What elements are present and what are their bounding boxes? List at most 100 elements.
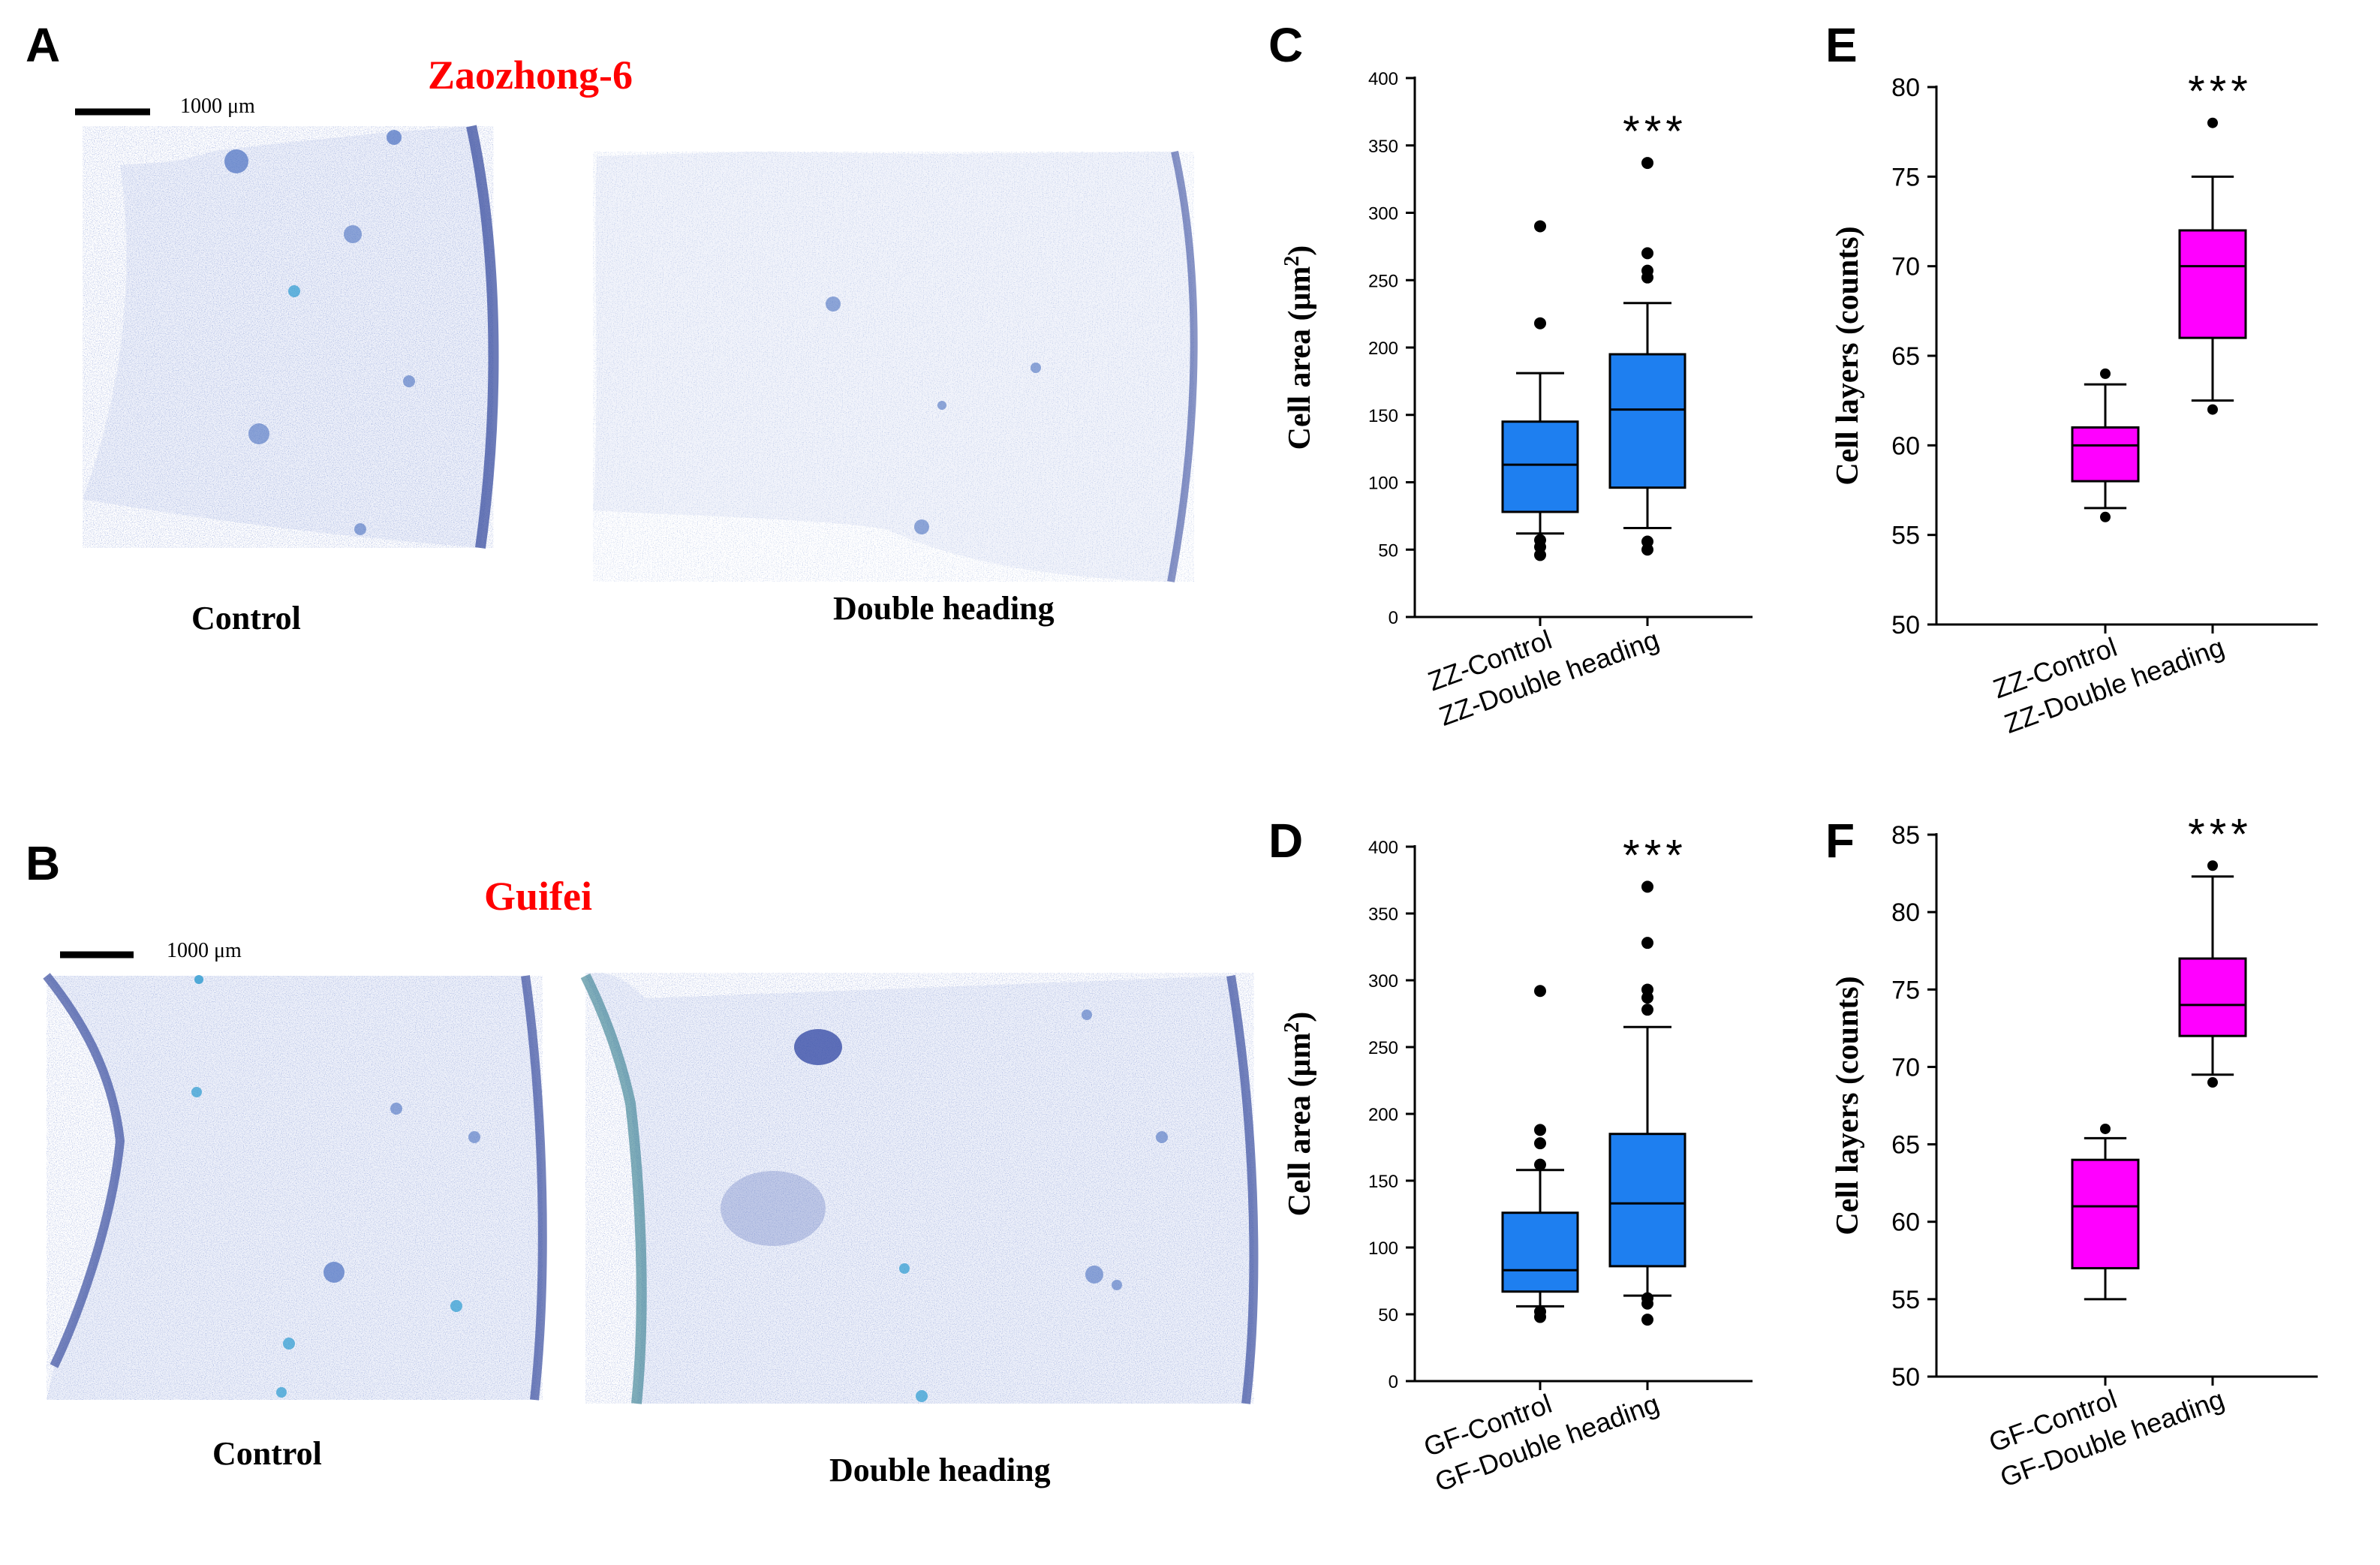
outlier-point bbox=[1641, 880, 1653, 893]
significance-marker: *** bbox=[2188, 68, 2252, 116]
iqr-box bbox=[2071, 426, 2140, 483]
y-tick-label: 50 bbox=[1378, 540, 1398, 561]
y-tick-label: 50 bbox=[1891, 611, 1920, 640]
outlier-point bbox=[1534, 985, 1546, 998]
outlier-point bbox=[2100, 368, 2111, 379]
outlier-point bbox=[1641, 1314, 1653, 1326]
y-tick-label: 50 bbox=[1378, 1305, 1398, 1326]
outlier-point bbox=[1534, 1124, 1546, 1136]
y-tick-label: 300 bbox=[1368, 971, 1398, 992]
outlier-point bbox=[1641, 264, 1653, 277]
y-tick-label: 70 bbox=[1891, 253, 1920, 281]
y-tick-label: 60 bbox=[1891, 1208, 1920, 1237]
y-tick-label: 250 bbox=[1368, 271, 1398, 291]
cultivar-title-b: Guifei bbox=[484, 874, 592, 919]
y-tick-label: 400 bbox=[1368, 838, 1398, 858]
box-chart-c: C 0 50 100 150 200 250 300 350 400 Cell area (μm2)… bbox=[1268, 18, 1753, 732]
box-chart-d: D 0 50 100 150 200 250 300 350 400 Cell area (μm2)… bbox=[1268, 814, 1753, 1497]
outlier-point bbox=[1534, 1158, 1546, 1171]
caption-a-double-heading: Double heading bbox=[833, 590, 1055, 627]
significance-marker: *** bbox=[2188, 810, 2252, 859]
y-tick-label: 400 bbox=[1368, 69, 1398, 89]
iqr-box bbox=[2071, 1158, 2140, 1270]
outlier-point bbox=[2100, 511, 2111, 522]
y-tick-label: 70 bbox=[1891, 1053, 1920, 1082]
outlier-point bbox=[1534, 534, 1546, 546]
iqr-box bbox=[1501, 1211, 1579, 1293]
scale-label-b: 1000 μm bbox=[167, 939, 242, 962]
cultivar-title-a: Zaozhong-6 bbox=[428, 53, 633, 98]
y-tick-label: 80 bbox=[1891, 898, 1920, 927]
y-tick-label: 0 bbox=[1389, 1372, 1398, 1392]
panel-label-c: C bbox=[1268, 18, 1303, 72]
outlier-point bbox=[2100, 1123, 2111, 1134]
outlier-point bbox=[1641, 1004, 1653, 1016]
y-axis-label: Cell area (μm2) bbox=[1280, 245, 1318, 450]
outlier-point bbox=[1641, 535, 1653, 548]
y-tick-label: 75 bbox=[1891, 976, 1920, 1004]
outlier-point bbox=[1534, 1137, 1546, 1150]
box-2 bbox=[1608, 157, 1686, 556]
outlier-point bbox=[1534, 1305, 1546, 1318]
y-axis-label: Cell area (μm2) bbox=[1280, 1012, 1318, 1217]
y-tick-label: 65 bbox=[1891, 342, 1920, 371]
panel-label-f: F bbox=[1825, 814, 1855, 868]
outlier-point bbox=[1641, 937, 1653, 950]
box-2 bbox=[2178, 117, 2247, 415]
panel-label-e: E bbox=[1825, 18, 1858, 72]
y-tick-label: 75 bbox=[1891, 163, 1920, 191]
y-axis-label: Cell layers (counts) bbox=[1831, 226, 1865, 485]
outlier-point bbox=[1641, 157, 1653, 170]
box-1 bbox=[1501, 985, 1579, 1323]
micrograph-a-control bbox=[83, 125, 499, 549]
y-tick-label: 300 bbox=[1368, 204, 1398, 224]
y-tick-label: 200 bbox=[1368, 1105, 1398, 1125]
y-tick-label: 150 bbox=[1368, 406, 1398, 426]
micrograph-b-control bbox=[43, 973, 547, 1401]
panel-label-a: A bbox=[26, 18, 60, 72]
iqr-box bbox=[1608, 1133, 1686, 1268]
outlier-point bbox=[1641, 983, 1653, 996]
outlier-point bbox=[1534, 220, 1546, 233]
y-tick-label: 0 bbox=[1389, 608, 1398, 628]
y-tick-label: 250 bbox=[1368, 1038, 1398, 1058]
outlier-point bbox=[2207, 1077, 2218, 1088]
y-tick-label: 150 bbox=[1368, 1172, 1398, 1192]
outlier-point bbox=[1534, 317, 1546, 330]
outlier-point bbox=[2207, 404, 2218, 415]
y-tick-label: 85 bbox=[1891, 821, 1920, 850]
y-tick-label: 55 bbox=[1891, 1286, 1920, 1314]
panel-label-d: D bbox=[1268, 814, 1303, 868]
outlier-point bbox=[1641, 1292, 1653, 1305]
box-1 bbox=[2071, 368, 2140, 522]
outlier-point bbox=[1641, 247, 1653, 260]
y-tick-label: 350 bbox=[1368, 137, 1398, 157]
box-1 bbox=[1501, 220, 1579, 561]
y-tick-label: 350 bbox=[1368, 904, 1398, 925]
y-axis-label: Cell layers (counts) bbox=[1831, 976, 1865, 1235]
box-1 bbox=[2071, 1123, 2140, 1301]
y-tick-label: 100 bbox=[1368, 474, 1398, 494]
significance-marker: *** bbox=[1623, 107, 1687, 156]
iqr-box bbox=[1501, 420, 1579, 513]
caption-b-control: Control bbox=[212, 1435, 322, 1472]
micrograph-b-double-heading bbox=[580, 973, 1259, 1404]
y-tick-label: 65 bbox=[1891, 1131, 1920, 1160]
y-tick-label: 100 bbox=[1368, 1238, 1398, 1259]
y-tick-label: 50 bbox=[1891, 1363, 1920, 1392]
iqr-box bbox=[2178, 229, 2247, 339]
micrograph-a-double-heading bbox=[593, 150, 1198, 582]
iqr-box bbox=[1608, 353, 1686, 489]
box-2 bbox=[1608, 880, 1686, 1326]
iqr-box bbox=[2178, 957, 2247, 1037]
box-2 bbox=[2178, 860, 2247, 1088]
panel-label-b: B bbox=[26, 836, 60, 890]
y-tick-label: 200 bbox=[1368, 339, 1398, 359]
caption-b-double-heading: Double heading bbox=[829, 1452, 1051, 1488]
y-tick-label: 80 bbox=[1891, 74, 1920, 102]
caption-a-control: Control bbox=[191, 600, 301, 637]
scale-label-a: 1000 μm bbox=[180, 95, 255, 118]
